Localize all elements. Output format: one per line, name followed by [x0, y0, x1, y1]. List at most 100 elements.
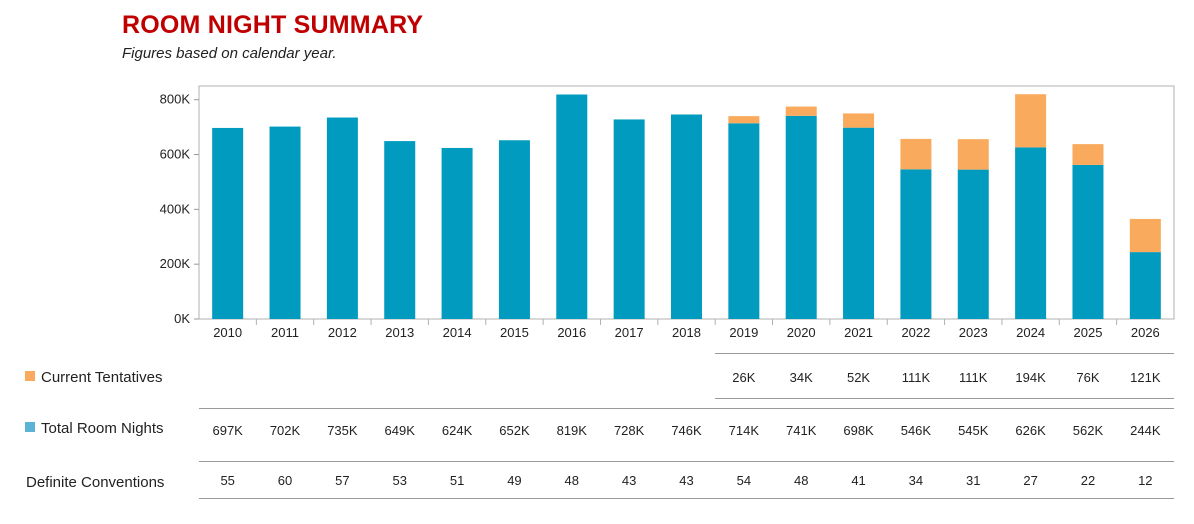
convention-cell: 51 [449, 473, 465, 488]
total-cell: 562K [1072, 423, 1104, 438]
definite-conventions-label: Definite Conventions [26, 474, 165, 491]
x-tick-label: 2017 [615, 325, 644, 340]
x-tick-label: 2018 [672, 325, 701, 340]
convention-cell: 43 [621, 473, 637, 488]
page-subtitle: Figures based on calendar year. [122, 45, 337, 62]
total-cell: 244K [1130, 423, 1161, 438]
x-tick-label: 2024 [1016, 325, 1045, 340]
convention-cell: 49 [507, 473, 522, 488]
bar-total-room-nights [843, 127, 875, 319]
room-night-bar-chart: 0K 200K 400K 600K 800K 2010 2011 2012 2013 2014 20… [160, 85, 1175, 340]
total-cell: 714K [728, 423, 760, 438]
table-divider [715, 398, 1174, 399]
table-divider [715, 353, 1174, 354]
page-title: ROOM NIGHT SUMMARY [122, 11, 424, 39]
bar-current-tentatives [1072, 144, 1104, 165]
convention-cell: 12 [1138, 473, 1153, 488]
bar-total-room-nights [785, 115, 817, 320]
total-cell: 819K [556, 423, 587, 438]
bar-total-room-nights [1072, 164, 1104, 319]
table-divider [199, 408, 1174, 409]
bar-current-tentatives [843, 113, 875, 128]
tentative-cell: 194K [1015, 370, 1046, 385]
y-tick-label: 600K [160, 147, 191, 162]
convention-cell: 55 [220, 473, 235, 488]
bar-total-room-nights [556, 94, 588, 319]
tentative-swatch-icon [25, 371, 35, 381]
total-cell: 702K [269, 423, 301, 438]
total-cell: 735K [327, 423, 358, 438]
legend-current-tentatives: Current Tentatives [25, 369, 162, 386]
convention-cell: 27 [1023, 473, 1038, 488]
x-tick-label: 2020 [787, 325, 816, 340]
convention-cell: 60 [277, 473, 293, 488]
x-tick-label: 2012 [328, 325, 357, 340]
x-tick-label: 2021 [844, 325, 873, 340]
bar-current-tentatives [900, 138, 932, 170]
tentative-cell: 52K [846, 370, 871, 385]
tentative-cell: 111K [959, 370, 988, 385]
total-cell: 649K [384, 423, 415, 438]
tentative-cell: 76K [1076, 370, 1100, 385]
bar-current-tentatives [728, 116, 760, 124]
total-cell: 746K [671, 423, 702, 438]
x-tick-label: 2011 [271, 325, 299, 340]
bar-current-tentatives [957, 139, 989, 170]
y-tick-label: 200K [160, 256, 191, 271]
table-divider [199, 461, 1174, 462]
total-cell: 545K [958, 423, 989, 438]
legend-label: Current Tentatives [41, 369, 163, 386]
x-tick-label: 2026 [1131, 325, 1160, 340]
x-tick-label: 2013 [385, 325, 414, 340]
bar-total-room-nights [957, 169, 989, 319]
total-cell: 546K [900, 423, 932, 438]
convention-cell: 41 [851, 473, 866, 488]
bar-total-room-nights [269, 126, 301, 319]
total-cell: 728K [613, 423, 645, 438]
y-tick-label: 400K [160, 201, 191, 216]
bar-total-room-nights [441, 147, 473, 319]
x-tick-label: 2016 [557, 325, 586, 340]
total-cell: 741K [786, 423, 817, 438]
bar-total-room-nights [384, 141, 416, 319]
bar-total-room-nights [326, 117, 358, 319]
bar-current-tentatives [1129, 218, 1161, 253]
x-tick-label: 2025 [1074, 325, 1103, 340]
total-cell: 626K [1015, 423, 1046, 438]
x-tick-label: 2022 [901, 325, 930, 340]
convention-cell: 31 [966, 473, 981, 488]
x-tick-label: 2015 [500, 325, 529, 340]
bar-total-room-nights [1015, 147, 1047, 319]
y-tick-label: 0K [174, 311, 190, 326]
convention-cell: 34 [908, 473, 924, 488]
tentative-cell: 26K [732, 370, 756, 385]
bar-total-room-nights [498, 140, 530, 319]
legend-total-room-nights: Total Room Nights [25, 420, 164, 437]
x-tick-label: 2014 [443, 325, 472, 340]
total-cell: 697K [212, 423, 243, 438]
x-tick-label: 2023 [959, 325, 988, 340]
convention-cell: 48 [793, 473, 809, 488]
bar-total-room-nights [613, 119, 645, 319]
bar-current-tentatives [1015, 94, 1047, 148]
legend-label: Total Room Nights [41, 420, 164, 437]
y-tick-label: 800K [160, 92, 191, 107]
convention-cell: 54 [736, 473, 752, 488]
total-cell: 652K [499, 423, 530, 438]
convention-cell: 57 [335, 473, 350, 488]
bar-total-room-nights [212, 127, 244, 319]
total-swatch-icon [25, 422, 35, 432]
total-cell: 624K [441, 423, 473, 438]
bar-total-room-nights [728, 123, 760, 319]
convention-cell: 43 [679, 473, 694, 488]
x-tick-label: 2010 [213, 325, 242, 340]
bar-total-room-nights [900, 169, 932, 319]
x-tick-label: 2019 [729, 325, 758, 340]
bar-total-room-nights [1129, 252, 1161, 319]
total-cell: 698K [843, 423, 874, 438]
tentative-cell: 34K [789, 370, 813, 385]
convention-cell: 48 [564, 473, 580, 488]
convention-cell: 22 [1080, 473, 1096, 488]
tentative-cell: 121K [1130, 370, 1161, 385]
tentative-cell: 111K [901, 370, 931, 385]
